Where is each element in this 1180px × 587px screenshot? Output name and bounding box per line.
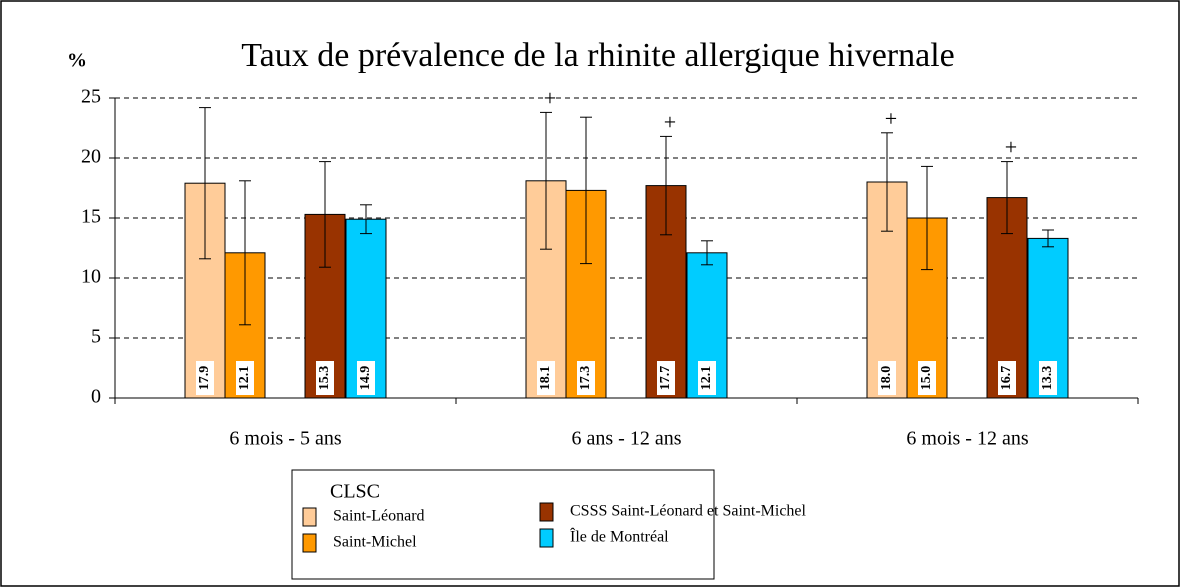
- value-label: 15.3: [317, 366, 332, 391]
- error-bar: [239, 180, 251, 326]
- legend-label: Saint-Léonard: [333, 508, 425, 525]
- value-label: 14.9: [358, 366, 373, 391]
- error-bar: [881, 132, 893, 232]
- legend-swatch: [302, 533, 317, 553]
- value-label-bg: [657, 361, 675, 395]
- legend-swatch: [539, 528, 554, 548]
- y-tick-label: 20: [81, 146, 101, 168]
- value-label: 12.1: [237, 366, 252, 391]
- value-label-bg: [1039, 361, 1057, 395]
- legend-label: Saint-Michel: [333, 534, 417, 551]
- value-label-bg: [698, 361, 716, 395]
- value-label-bg: [878, 361, 896, 395]
- value-label-bg: [918, 361, 936, 395]
- y-tick-label: 15: [81, 206, 101, 228]
- value-label: 18.1: [538, 366, 553, 391]
- significance-mark: +: [885, 106, 897, 131]
- y-tick-label: 0: [91, 386, 101, 408]
- error-bar: [199, 107, 211, 260]
- y-tick-label: 25: [81, 86, 101, 108]
- x-tick-label: 6 mois - 5 ans: [229, 428, 341, 450]
- value-label-bg: [577, 361, 595, 395]
- y-tick-label: 10: [81, 266, 101, 288]
- value-label: 17.3: [578, 366, 593, 391]
- significance-mark: +: [664, 109, 676, 134]
- value-label-bg: [196, 361, 214, 395]
- error-bar: [660, 135, 672, 236]
- x-tick-label: 6 ans - 12 ans: [572, 428, 682, 450]
- value-label-bg: [236, 361, 254, 395]
- value-label: 17.7: [658, 366, 673, 391]
- value-label: 15.0: [919, 366, 934, 391]
- error-bar: [540, 111, 552, 250]
- legend-box: [291, 469, 715, 580]
- error-bar: [360, 204, 372, 235]
- legend-label: Île de Montréal: [570, 527, 669, 546]
- error-bar: [921, 165, 933, 271]
- value-label: 16.7: [999, 366, 1014, 391]
- value-label: 13.3: [1040, 366, 1055, 391]
- value-label-bg: [316, 361, 334, 395]
- legend-title: CLSC: [330, 481, 380, 503]
- x-tick-label: 6 mois - 12 ans: [906, 428, 1028, 450]
- y-tick-label: 5: [91, 326, 101, 348]
- error-bar: [1001, 161, 1013, 235]
- significance-mark: +: [544, 85, 556, 110]
- legend-swatch: [302, 507, 317, 527]
- significance-mark: +: [1005, 135, 1017, 160]
- value-label: 18.0: [879, 366, 894, 391]
- error-bar: [701, 240, 713, 266]
- value-label: 12.1: [699, 366, 714, 391]
- error-bar: [319, 161, 331, 268]
- value-label-bg: [998, 361, 1016, 395]
- legend-label: CSSS Saint-Léonard et Saint-Michel: [570, 503, 807, 520]
- value-label: 17.9: [197, 366, 212, 391]
- error-bar: [580, 116, 592, 265]
- error-bar: [1042, 229, 1054, 248]
- legend-swatch: [539, 502, 554, 522]
- value-label-bg: [537, 361, 555, 395]
- y-axis-label: %: [67, 50, 87, 72]
- value-label-bg: [357, 361, 375, 395]
- chart-title: Taux de prévalence de la rhinite allergi…: [241, 37, 955, 74]
